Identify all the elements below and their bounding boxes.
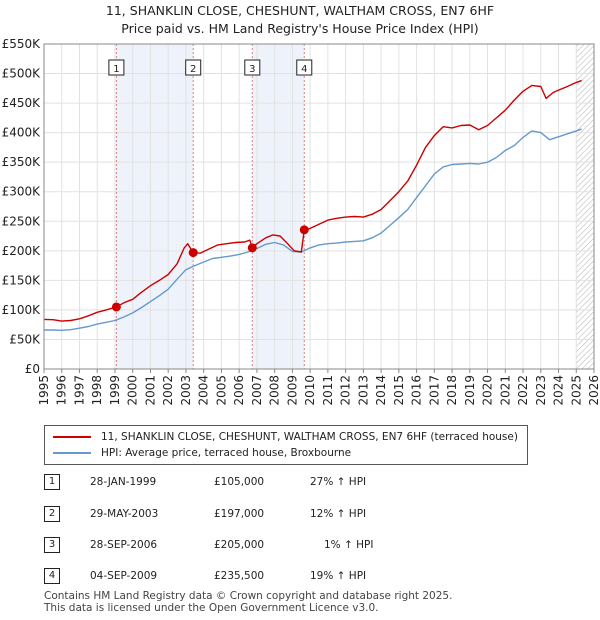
transaction-row: 4 04-SEP-2009 £235,500 19% ↑ HPI [44, 568, 444, 584]
x-tick-label: 2002 [161, 375, 175, 406]
shaded-period [116, 44, 194, 369]
y-tick-label: £250K [2, 214, 42, 228]
transaction-date: 28-JAN-1999 [90, 476, 157, 488]
x-tick-label: 2024 [552, 375, 566, 406]
transaction-date: 04-SEP-2009 [90, 570, 158, 582]
legend-hpi-label: HPI: Average price, terraced house, Brox… [101, 447, 352, 459]
y-tick-label: £150K [2, 273, 42, 287]
y-tick-label: £300K [2, 185, 42, 199]
transaction-price: £197,000 [214, 508, 265, 520]
transaction-price: £235,500 [214, 570, 265, 582]
chart-title: 11, SHANKLIN CLOSE, CHESHUNT, WALTHAM CR… [105, 3, 495, 18]
y-tick-label: £200K [2, 244, 42, 258]
x-tick-label: 2016 [410, 375, 424, 406]
x-tick-label: 2007 [250, 375, 264, 406]
x-tick-label: 1995 [37, 375, 51, 406]
transaction-row: 2 29-MAY-2003 £197,000 12% ↑ HPI [44, 506, 444, 522]
transaction-number: 3 [44, 537, 60, 553]
transaction-number: 1 [44, 474, 60, 490]
x-tick-label: 2006 [232, 375, 246, 406]
forecast-hatch [576, 44, 594, 369]
x-tick-label: 2020 [481, 375, 495, 406]
transaction-label: 2 [190, 64, 196, 75]
shaded-period [252, 44, 305, 369]
x-tick-label: 2015 [392, 375, 406, 406]
x-tick-label: 2021 [498, 375, 512, 406]
transaction-label-box [185, 59, 202, 76]
legend: 11, SHANKLIN CLOSE, CHESHUNT, WALTHAM CR… [44, 425, 528, 465]
transaction-date: 29-MAY-2003 [90, 508, 159, 520]
transaction-label-box [108, 59, 125, 76]
hpi-line [44, 128, 582, 331]
legend-property-label: 11, SHANKLIN CLOSE, CHESHUNT, WALTHAM CR… [101, 431, 518, 443]
transaction-number: 4 [44, 568, 60, 584]
x-tick-label: 2014 [374, 375, 388, 406]
x-tick-label: 2012 [339, 375, 353, 406]
y-tick-label: £0 [25, 362, 40, 376]
transaction-hpi: 19% ↑ HPI [310, 570, 367, 582]
x-tick-label: 1996 [55, 375, 69, 406]
transaction-row: 3 28-SEP-2006 £205,000 1% ↑ HPI [44, 537, 444, 553]
x-tick-label: 2000 [126, 375, 140, 406]
transaction-label-box [244, 59, 261, 76]
x-tick-label: 2025 [569, 375, 583, 406]
transaction-hpi: 27% ↑ HPI [310, 476, 367, 488]
x-tick-label: 2009 [285, 375, 299, 406]
x-tick-label: 2023 [534, 375, 548, 406]
x-tick-label: 2026 [587, 375, 600, 406]
legend-item-property: 11, SHANKLIN CLOSE, CHESHUNT, WALTHAM CR… [53, 429, 518, 445]
x-tick-label: 2017 [427, 375, 441, 406]
footer-licence: This data is licensed under the Open Gov… [44, 602, 379, 614]
transaction-label: 3 [249, 64, 255, 75]
y-tick-label: £550K [2, 37, 42, 51]
transaction-date: 28-SEP-2006 [90, 539, 158, 551]
property-price-line [44, 79, 582, 322]
transaction-hpi: 1% ↑ HPI [324, 539, 374, 551]
y-tick-label: £350K [2, 155, 42, 169]
transaction-label-box [296, 59, 313, 76]
transaction-label: 1 [113, 64, 119, 75]
transaction-price: £205,000 [214, 539, 265, 551]
footer-copyright: Contains HM Land Registry data © Crown c… [44, 590, 453, 602]
legend-hpi-swatch [53, 452, 91, 454]
x-tick-label: 2022 [516, 375, 530, 406]
y-tick-label: £100K [2, 303, 42, 317]
legend-property-swatch [53, 436, 91, 438]
x-tick-label: 2013 [356, 375, 370, 406]
y-tick-label: £500K [2, 67, 42, 81]
transaction-hpi: 12% ↑ HPI [310, 508, 367, 520]
x-tick-label: 2018 [445, 375, 459, 406]
x-tick-label: 1999 [108, 375, 122, 406]
price-chart: 1 2 3 4 £0 £50K £100K £150K £200K £250K £300K £350… [2, 37, 600, 406]
transaction-label: 4 [301, 64, 307, 75]
x-tick-label: 2004 [197, 375, 211, 406]
transaction-marker [299, 225, 309, 235]
x-tick-label: 1998 [90, 375, 104, 406]
transaction-marker [111, 302, 121, 312]
x-tick-label: 2019 [463, 375, 477, 406]
transaction-row: 1 28-JAN-1999 £105,000 27% ↑ HPI [44, 474, 444, 490]
x-tick-label: 2011 [321, 375, 335, 406]
x-tick-label: 2010 [303, 375, 317, 406]
chart-subtitle: Price paid vs. HM Land Registry's House … [121, 21, 479, 36]
plot-frame [43, 43, 595, 370]
x-tick-label: 2001 [143, 375, 157, 406]
x-tick-label: 1997 [72, 375, 86, 406]
legend-item-hpi: HPI: Average price, terraced house, Brox… [53, 445, 351, 461]
transaction-number: 2 [44, 506, 60, 522]
transaction-marker [247, 243, 257, 253]
y-tick-label: £400K [2, 126, 42, 140]
y-tick-label: £450K [2, 96, 42, 110]
y-tick-label: £50K [9, 332, 41, 346]
transaction-marker [188, 248, 198, 258]
x-tick-label: 2008 [268, 375, 282, 406]
x-tick-label: 2005 [214, 375, 228, 406]
x-tick-label: 2003 [179, 375, 193, 406]
transaction-price: £105,000 [214, 476, 265, 488]
